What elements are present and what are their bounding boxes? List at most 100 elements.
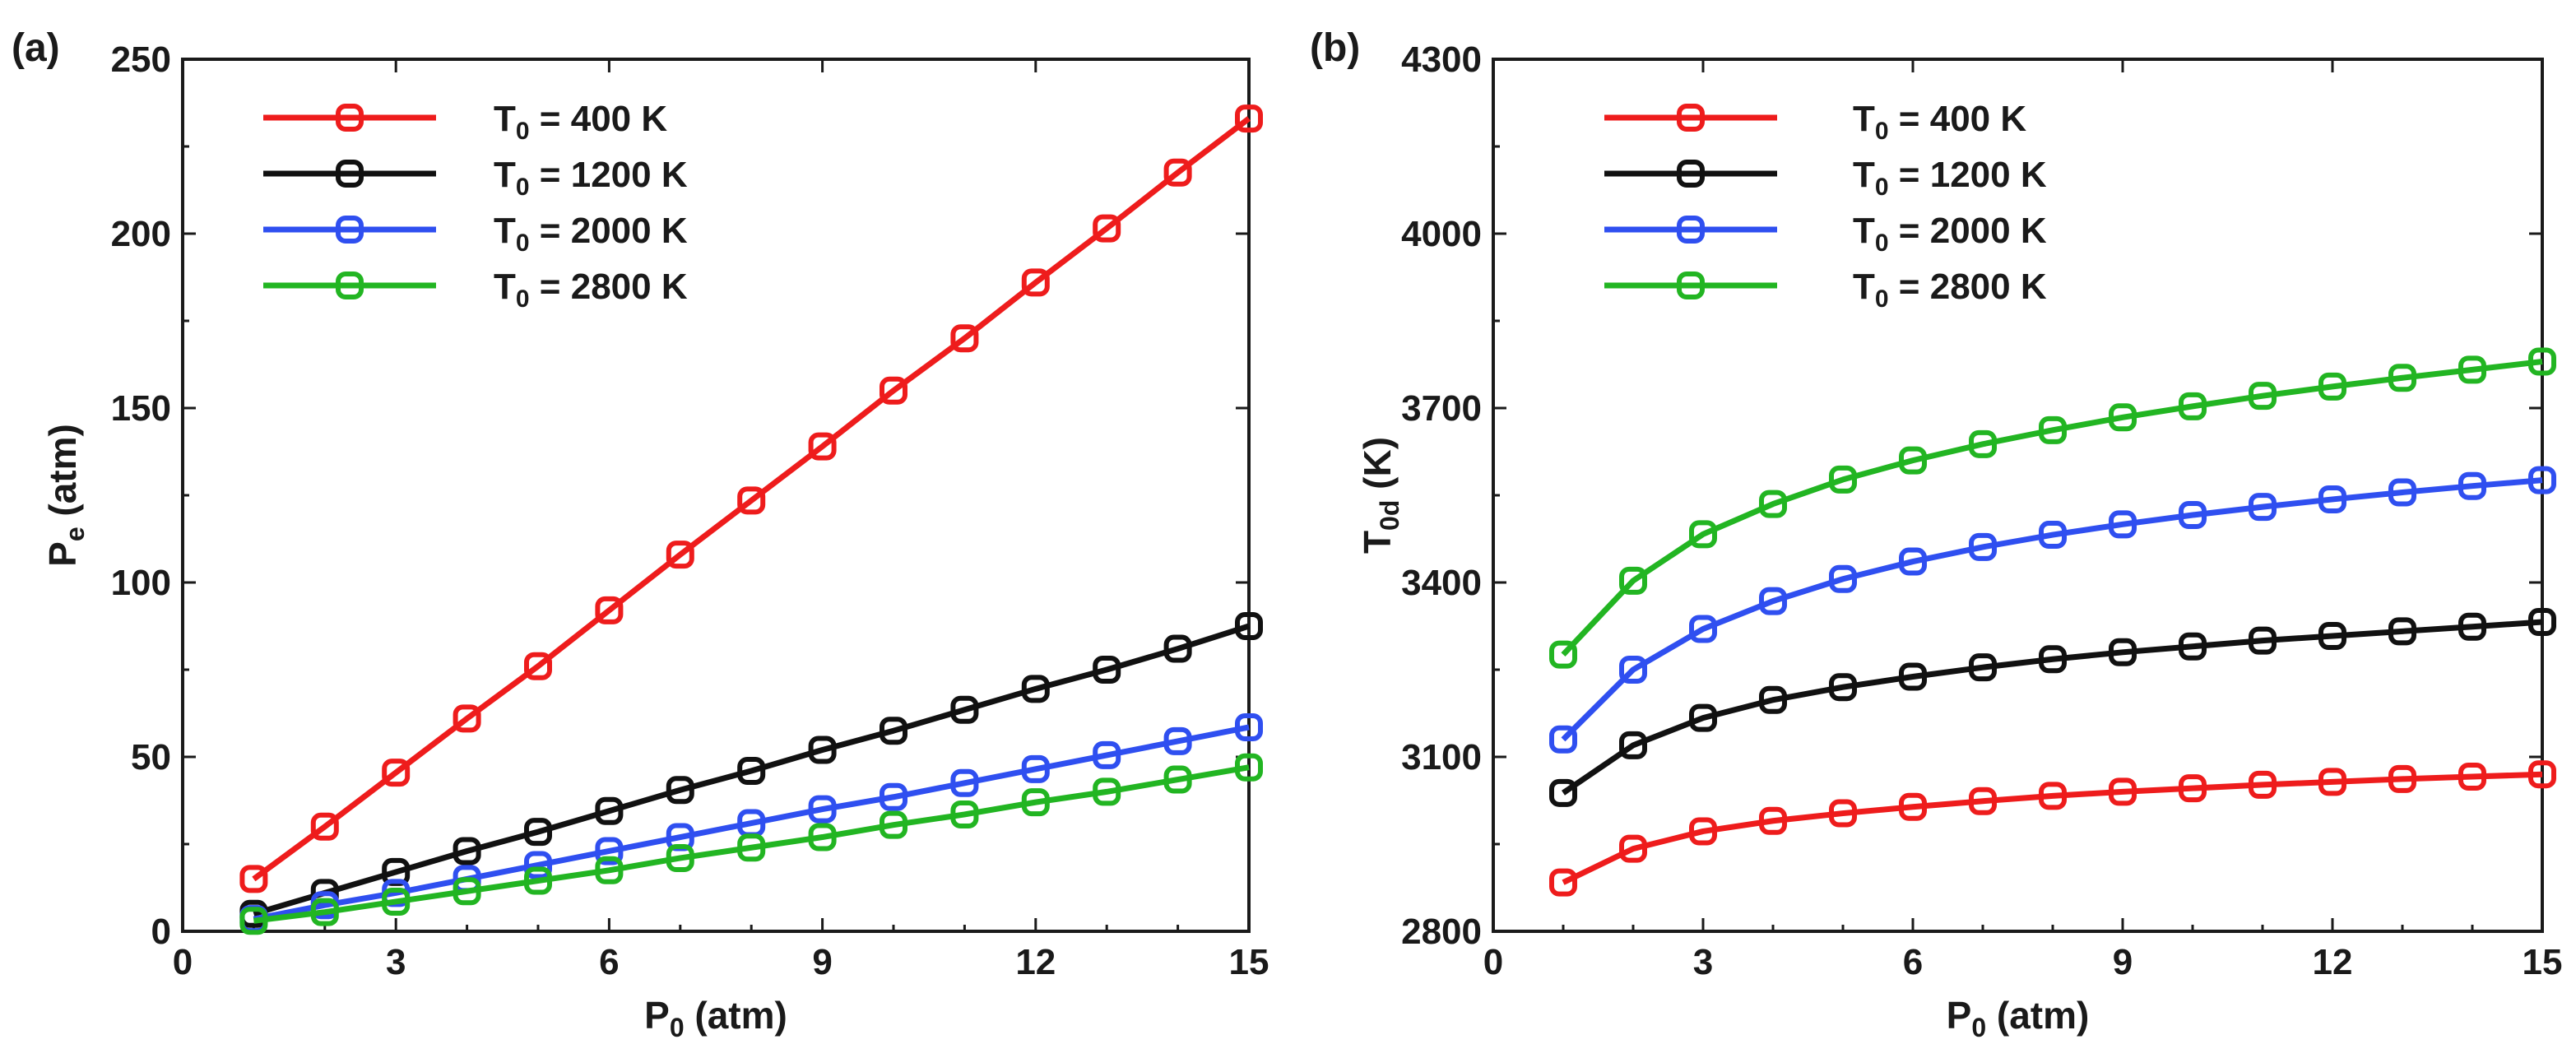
data-point <box>666 843 694 872</box>
data-point <box>1759 587 1787 615</box>
legend-marker <box>336 216 364 244</box>
data-point <box>2318 372 2346 401</box>
data-point <box>1619 656 1647 684</box>
legend-label: T0 = 1200 K <box>494 155 688 201</box>
data-point <box>950 768 979 797</box>
data-point <box>595 596 624 624</box>
data-point <box>2039 415 2067 444</box>
data-point <box>524 866 552 895</box>
x-tick-label: 3 <box>386 942 406 982</box>
data-point <box>1829 465 1857 494</box>
x-tick-label: 12 <box>2313 942 2353 982</box>
x-tick-label: 6 <box>599 942 619 982</box>
series-line <box>1562 619 2543 796</box>
legend-marker <box>336 160 364 188</box>
data-point <box>1021 268 1050 297</box>
data-point <box>2458 355 2486 384</box>
legend-label: T0 = 2800 K <box>494 267 688 313</box>
data-point <box>310 812 339 841</box>
data-point <box>1093 777 1121 806</box>
data-point <box>2528 347 2556 376</box>
data-point <box>1969 653 1997 682</box>
legend-marker <box>336 271 364 299</box>
y-tick-label: 0 <box>151 912 171 952</box>
data-point <box>1163 158 1192 187</box>
data-point <box>382 759 411 787</box>
data-point <box>2109 510 2137 539</box>
data-point <box>2528 760 2556 789</box>
data-point <box>1235 612 1263 640</box>
data-point <box>1235 104 1263 133</box>
y-axis-label: Pe (atm) <box>41 424 90 567</box>
x-tick-label: 0 <box>1483 942 1503 982</box>
data-point <box>1549 778 1577 807</box>
data-point <box>2179 774 2207 803</box>
series-line <box>1562 771 2543 885</box>
y-tick-label: 4000 <box>1401 214 1482 254</box>
data-point <box>2179 501 2207 530</box>
series-line <box>253 764 1250 924</box>
legend-marker <box>336 104 364 132</box>
data-point <box>2179 632 2207 661</box>
data-point <box>2039 645 2067 674</box>
data-point <box>1899 792 1927 821</box>
y-tick-label: 4300 <box>1401 39 1482 80</box>
data-point <box>1899 446 1927 475</box>
data-point <box>524 652 552 680</box>
data-point <box>2388 364 2416 392</box>
y-tick-label: 50 <box>131 737 171 777</box>
x-axis-label: P0 (atm) <box>644 994 787 1042</box>
data-point <box>1899 547 1927 576</box>
data-point <box>1969 532 1997 561</box>
data-point <box>1899 662 1927 691</box>
data-point <box>1689 703 1717 732</box>
y-tick-label: 3100 <box>1401 737 1482 777</box>
x-axis-label: P0 (atm) <box>1947 994 2090 1042</box>
x-tick-label: 15 <box>1229 942 1269 982</box>
data-point <box>1163 726 1192 755</box>
data-point <box>950 695 979 724</box>
data-point <box>2458 612 2486 641</box>
legend-marker <box>1677 160 1705 188</box>
data-point <box>2109 777 2137 806</box>
data-point <box>808 432 837 461</box>
data-point <box>2039 521 2067 550</box>
data-point <box>1759 685 1787 714</box>
data-point <box>1969 787 1997 815</box>
data-point <box>1689 520 1717 549</box>
data-point <box>2318 768 2346 796</box>
series-line <box>1561 358 2543 657</box>
data-point <box>1829 673 1857 702</box>
data-point <box>2039 782 2067 810</box>
data-point <box>595 796 624 825</box>
data-point <box>2249 382 2277 411</box>
data-point <box>1619 834 1647 863</box>
data-point <box>1759 490 1787 518</box>
data-point <box>808 795 837 824</box>
y-tick-label: 3400 <box>1401 563 1482 603</box>
legend-marker <box>1677 104 1705 132</box>
data-point <box>2179 392 2207 420</box>
x-tick-label: 12 <box>1015 942 1056 982</box>
x-tick-label: 0 <box>173 942 193 982</box>
y-axis-label: T0d (K) <box>1356 437 1404 554</box>
data-point <box>1619 566 1647 595</box>
data-point <box>880 810 907 839</box>
data-point <box>1021 788 1050 817</box>
data-point <box>880 782 907 811</box>
data-point <box>1093 214 1121 243</box>
legend-marker <box>1677 271 1705 299</box>
legend-marker <box>1677 216 1705 244</box>
data-point <box>2388 764 2416 793</box>
series-line <box>1561 477 2543 742</box>
data-point <box>310 898 339 926</box>
legend-label: T0 = 1200 K <box>1853 155 2047 201</box>
panel-label: (a) <box>12 26 60 70</box>
panel-b: (b) 0 3 6 9 12 15 2800 3100 3400 3700 4000 4300 P0 (a… <box>1310 26 2562 1042</box>
y-tick-label: 2800 <box>1401 912 1482 952</box>
series-line <box>253 623 1251 917</box>
legend-label: T0 = 2000 K <box>494 211 688 257</box>
data-point <box>1093 740 1121 769</box>
data-point <box>382 887 411 916</box>
